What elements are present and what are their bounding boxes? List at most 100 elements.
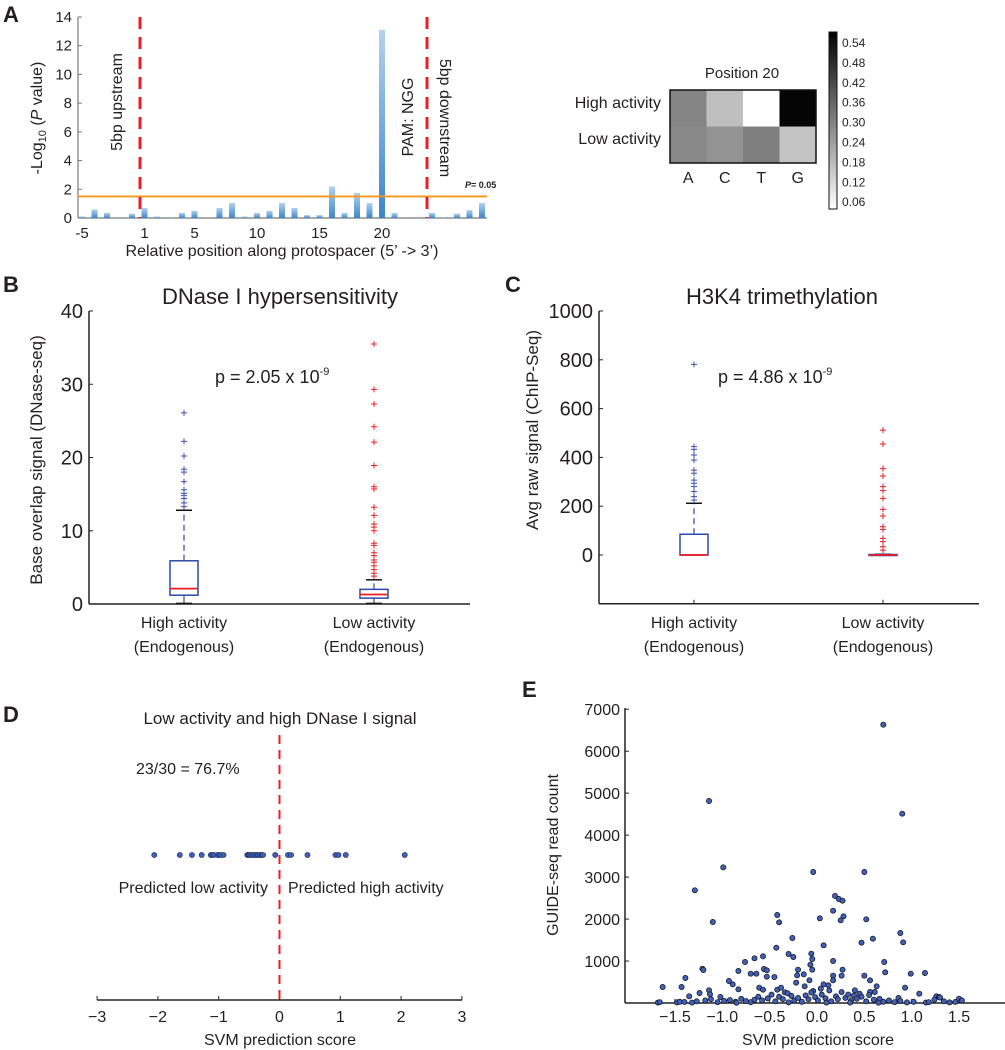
data-point [826,987,833,994]
data-point [773,944,780,951]
y-tick-label: 2 [64,181,72,198]
x-tick-label: 0 [275,1009,284,1026]
y-tick-label: 0 [582,545,593,567]
y-tick-label: 6000 [584,744,620,761]
colorbar-tick-label: 0.30 [842,116,866,130]
y-tick-label: 6 [64,124,72,141]
x-tick-label: 0.0 [806,1009,828,1026]
data-point [725,978,732,984]
data-point [851,987,858,994]
outlier-marker [181,478,187,485]
outlier-marker [371,462,377,469]
data-point [897,997,904,1004]
bar [441,217,448,218]
data-point [220,852,227,858]
annotation-pam: PAM: NGG [400,78,417,157]
data-point [830,907,837,914]
panel-label-c: C [505,272,521,297]
heatmap-cell [706,126,743,163]
x-tick-label: 20 [374,225,391,242]
data-point [866,992,873,998]
colorbar-tick-label: 0.18 [842,155,866,169]
panel-label-b: B [3,272,19,297]
data-point [794,972,801,979]
bar [129,213,135,218]
data-point [693,998,700,1005]
data-point [759,997,766,1004]
data-point [151,852,158,858]
bar [329,186,335,218]
heatmap-cell [670,126,707,163]
heatmap-cell [743,126,780,163]
data-point [795,966,802,973]
outlier-marker [371,439,377,446]
data-point [867,977,873,984]
data-point [858,939,865,946]
data-point [686,993,693,1000]
data-point [729,981,736,988]
outlier-marker [371,504,377,511]
outlier-marker [371,527,377,534]
data-point [771,974,778,980]
outlier-marker [371,340,377,347]
y-tick-label: 5000 [584,786,620,803]
y-tick-label: 200 [560,496,593,518]
panel-d-title: Low activity and high DNase I signal [143,709,416,728]
data-point [823,999,830,1006]
panel-c-box-plot: 0 200 400 600 800 1000 High activity (Endogenou… [549,301,979,656]
data-point [288,852,294,858]
data-point [902,984,909,991]
data-point [681,999,688,1005]
data-point [838,989,845,996]
heatmap-cell [670,90,707,127]
heatmap-cell [779,90,816,127]
data-point [678,984,685,990]
bar [454,213,460,218]
panel-label-e: E [522,677,537,702]
x-tick-label: 0.5 [853,1009,875,1026]
predicted-high-label: Predicted high activity [288,880,444,897]
colorbar-tick-label: 0.54 [842,36,866,50]
data-point [916,990,923,997]
data-point [702,997,709,1004]
bar [366,202,373,218]
data-point [931,996,938,1003]
x-tick-label: 2 [397,1009,406,1026]
panel-a-ylabel: -Log10 (P value) [29,62,49,175]
outlier-marker [371,485,377,492]
data-point [793,979,800,986]
y-tick-label: 7000 [584,702,620,719]
outlier-marker [880,538,886,545]
y-tick-label: 1000 [584,954,620,971]
x-tick-label: 3 [457,1009,466,1026]
data-point [735,968,742,974]
outlier-marker [181,409,187,416]
data-point [785,999,792,1006]
data-point [830,958,837,964]
data-point [861,972,868,979]
data-point [814,997,821,1004]
outlier-marker [691,497,697,504]
data-point [899,810,906,817]
outlier-marker [181,438,187,445]
data-point [946,999,953,1006]
bar [116,217,123,218]
x-tick-label: −1.5 [659,1009,691,1026]
data-point [779,996,786,1003]
data-point [837,917,844,924]
y-tick-label: 12 [55,38,72,55]
heatmap-border [669,89,817,164]
data-point [790,954,797,960]
data-point [818,991,825,998]
data-point [176,852,183,858]
panel-label-a: A [3,2,19,27]
panel-b-box-plot: 0 10 20 30 40 High activity (Endogenous) Low ac… [61,301,470,656]
y-tick-label: 2000 [584,912,620,929]
category-sublabel: (Endogenous) [644,639,745,656]
x-tick-label: 5 [190,225,198,242]
data-point [763,967,770,974]
colorbar-tick-label: 0.12 [842,175,866,189]
data-point [788,992,795,999]
outlier-marker [371,401,377,408]
data-point [721,997,728,1004]
